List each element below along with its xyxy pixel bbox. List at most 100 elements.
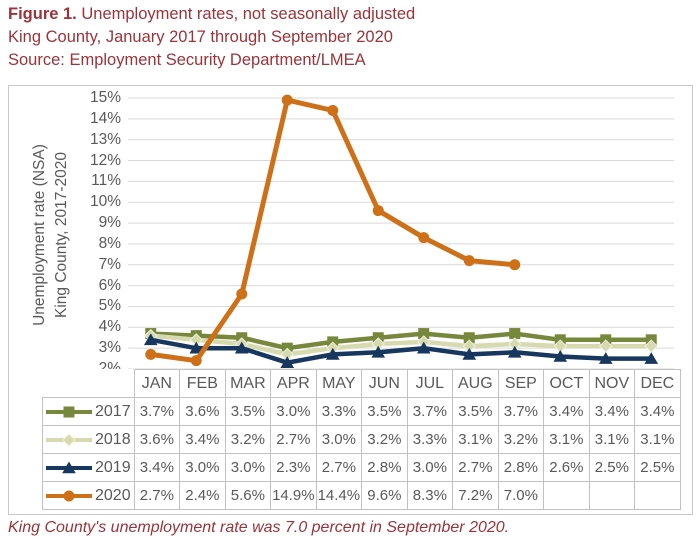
legend-key-2018: 2018 — [43, 430, 133, 449]
cell-2020-jun: 9.6% — [361, 481, 408, 510]
marker-2019-jul — [416, 341, 431, 354]
column-header-apr: APR — [270, 369, 317, 398]
cell-2017-sep: 3.7% — [497, 397, 545, 426]
column-header-dec: DEC — [634, 369, 681, 398]
title-line-2: King County, January 2017 through Septem… — [8, 28, 393, 46]
series-2020 — [145, 94, 521, 367]
marker-2020-jan — [145, 348, 157, 360]
marker-2019-jan — [143, 333, 158, 346]
cell-2017-jul: 3.7% — [406, 397, 454, 426]
column-header-mar: MAR — [224, 369, 272, 398]
data-table: JAN FEB MAR APR MAY JUN JUL AUG SEP OCT NOV DEC 201… — [42, 369, 681, 510]
legend-label-2018: 2018 — [95, 430, 131, 448]
marker-2019-feb — [189, 341, 204, 354]
cell-2019-dec: 2.5% — [634, 453, 681, 482]
cell-2020-aug: 7.2% — [452, 481, 499, 510]
y-tick-11: 11% — [91, 172, 121, 190]
table-header: JAN FEB MAR APR MAY JUN JUL AUG SEP OCT NOV DEC — [43, 369, 681, 398]
y-tick-9: 9% — [98, 214, 121, 232]
figure-title: Figure 1. Unemployment rates, not season… — [8, 3, 668, 72]
marker-2018-dec — [644, 339, 658, 353]
y-tick-4: 4% — [98, 318, 121, 336]
cell-2018-apr: 2.7% — [270, 425, 317, 454]
series-2020-line — [148, 97, 518, 364]
cell-2019-jun: 2.8% — [361, 453, 408, 482]
cell-2019-apr: 2.3% — [270, 453, 317, 482]
table-row-2019: 2019 3.4% 3.0% 3.0% 2.3% 2.7% 2.8% 3.0% 2.7% 2.8%… — [42, 453, 681, 482]
legend-cell-2018: 2018 — [42, 425, 135, 454]
cell-2020-dec — [634, 481, 681, 510]
marker-2020-apr — [281, 94, 293, 106]
series-2017-line — [148, 331, 654, 351]
column-header-jan: JAN — [133, 369, 181, 398]
y-tick-14: 14% — [89, 109, 121, 127]
cell-2018-jul: 3.3% — [406, 425, 454, 454]
cell-2018-feb: 3.4% — [179, 425, 226, 454]
cell-2019-sep: 2.8% — [497, 453, 545, 482]
cell-2017-feb: 3.6% — [179, 397, 226, 426]
cell-2020-sep: 7.0% — [497, 481, 545, 510]
marker-2020-sep — [509, 259, 521, 271]
cell-2017-jan: 3.7% — [133, 397, 181, 426]
y-tick-5: 5% — [98, 297, 121, 315]
cell-2017-may: 3.3% — [315, 397, 363, 426]
legend-key-2017: 2017 — [43, 402, 133, 421]
column-header-may: MAY — [315, 369, 363, 398]
column-header-jun: JUN — [361, 369, 408, 398]
legend-label-2020: 2020 — [95, 486, 131, 504]
table-row-2018: 2018 3.6% 3.4% 3.2% 2.7% 3.0% 3.2% 3.3% 3.1% 3.2%… — [42, 425, 681, 454]
cell-2020-jan: 2.7% — [133, 481, 181, 510]
title-line-1-text: Unemployment rates, not seasonally adjus… — [76, 5, 416, 23]
cell-2019-jul: 3.0% — [406, 453, 454, 482]
column-header-feb: FEB — [179, 369, 226, 398]
marker-2019-mar — [234, 341, 249, 354]
cell-2018-dec: 3.1% — [634, 425, 681, 454]
marker-2019-jun — [371, 345, 386, 358]
marker-2019-nov — [598, 352, 613, 364]
marker-2017-aug — [463, 332, 475, 344]
marker-2020-jul — [418, 232, 430, 244]
legend-key-2020: 2020 — [43, 486, 133, 505]
legend-label-2019: 2019 — [95, 458, 131, 476]
chart-plot — [128, 94, 674, 370]
table-header-row: JAN FEB MAR APR MAY JUN JUL AUG SEP OCT NOV DEC — [43, 369, 681, 398]
cell-2018-sep: 3.2% — [497, 425, 545, 454]
title-line-1: Figure 1. Unemployment rates, not season… — [8, 3, 668, 26]
y-tick-7: 7% — [98, 255, 121, 273]
cell-2019-oct: 2.6% — [543, 453, 590, 482]
series-2018-line — [148, 333, 654, 357]
y-tick-10: 10% — [89, 193, 121, 211]
legend-cell-2017: 2017 — [42, 397, 135, 426]
title-line-3: Source: Employment Security Department/L… — [8, 51, 366, 69]
legend-marker-2018 — [62, 432, 76, 447]
cell-2018-may: 3.0% — [315, 425, 363, 454]
y-tick-8: 8% — [98, 234, 121, 252]
series-2019 — [143, 333, 659, 369]
y-axis-title-line-2: King County, 2017-2020 — [53, 151, 70, 319]
cell-2019-mar: 3.0% — [224, 453, 272, 482]
marker-2020-aug — [463, 255, 475, 267]
legend-label-2017: 2017 — [95, 402, 131, 420]
y-axis-title-line-1: Unemployment rate (NSA) — [31, 144, 48, 326]
legend-2020-line-marker-icon — [46, 490, 92, 501]
cell-2018-nov: 3.1% — [588, 425, 636, 454]
column-header-sep: SEP — [497, 369, 545, 398]
cell-2020-oct — [543, 481, 590, 510]
legend-marker-2020 — [63, 490, 75, 501]
cell-2020-nov — [588, 481, 636, 510]
cell-2020-feb: 2.4% — [179, 481, 226, 510]
table-row-2020: 2020 2.7% 2.4% 5.6% 14.9% 14.4% 9.6% 8.3% 7.2% 7.… — [42, 481, 681, 510]
cell-2020-apr: 14.9% — [270, 481, 317, 510]
marker-2019-oct — [553, 349, 568, 362]
marker-2019-dec — [644, 352, 659, 364]
column-header-aug: AUG — [452, 369, 499, 398]
footnote: King County's unemployment rate was 7.0 … — [8, 519, 510, 536]
cell-2019-nov: 2.5% — [588, 453, 636, 482]
legend-key-2019: 2019 — [43, 458, 133, 477]
cell-2020-mar: 5.6% — [224, 481, 272, 510]
figure-label: Figure 1. — [8, 5, 77, 23]
cell-2019-may: 2.7% — [315, 453, 363, 482]
legend-2018-line-marker-icon — [46, 432, 92, 447]
y-tick-13: 13% — [89, 130, 121, 148]
